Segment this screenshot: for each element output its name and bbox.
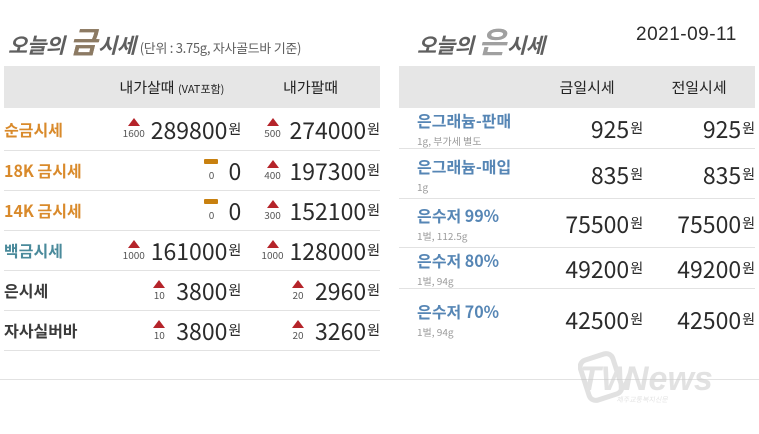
svg-text:News: News <box>624 360 713 398</box>
svg-text:제주교통복지신문: 제주교통복지신문 <box>616 395 670 405</box>
